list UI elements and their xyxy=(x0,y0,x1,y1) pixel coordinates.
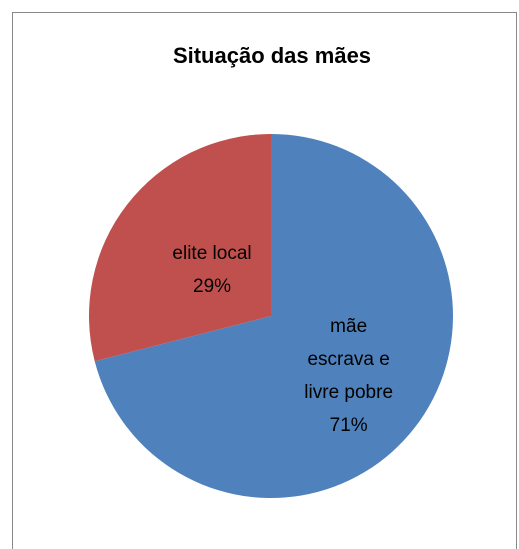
pie-slice xyxy=(89,134,271,362)
slice-value: 29% xyxy=(193,276,232,298)
slice-value: 71% xyxy=(329,415,368,437)
chart-title: Situação das mães xyxy=(173,43,371,68)
slice-category: elite local xyxy=(172,243,252,265)
slice-label: elite local 29% xyxy=(167,237,257,303)
slice-category: mãe escrava e livre pobre xyxy=(304,316,394,404)
pie-slice xyxy=(94,134,453,498)
slice-label: mãe escrava e livre pobre 71% xyxy=(304,310,394,442)
